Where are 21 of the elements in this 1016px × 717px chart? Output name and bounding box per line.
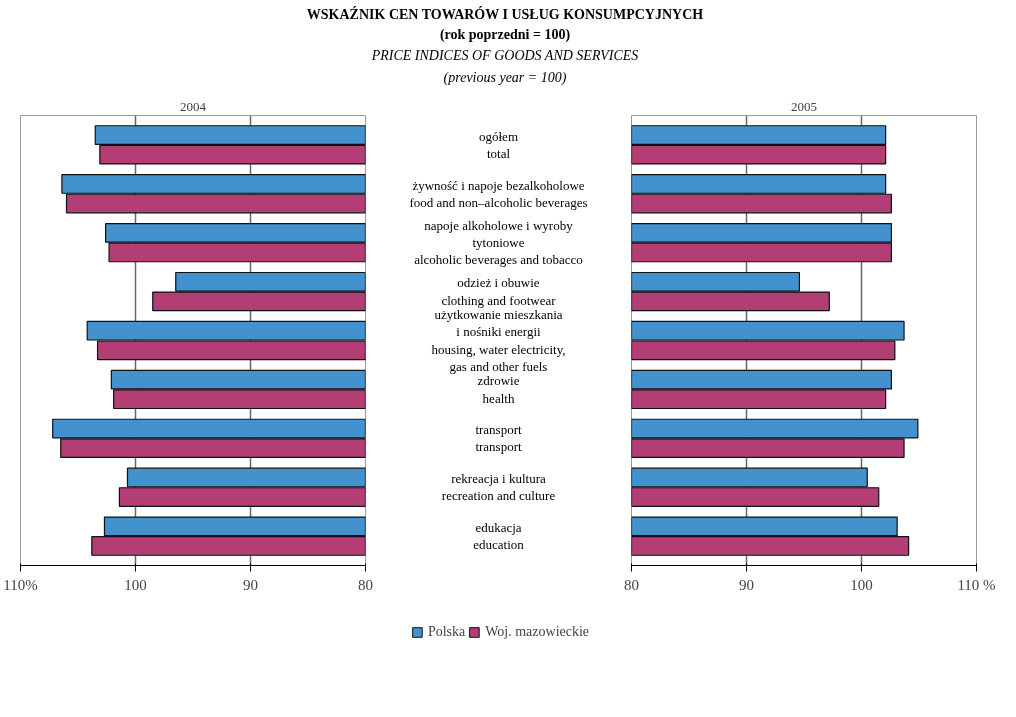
y-tick-label: transport transport <box>475 422 522 455</box>
x-tick-label: 80 <box>358 576 373 593</box>
text: 2005 <box>791 98 817 114</box>
x-tick-label: 100 <box>850 576 873 593</box>
x-tick-label: 100 <box>124 576 147 593</box>
x-tick-label: 110 % <box>957 576 996 593</box>
y-tick-label: edukacja education <box>473 520 525 553</box>
text: PRICE INDICES OF GOODS AND SERVICES (previous year = 100) <box>370 47 640 88</box>
y-tick-label: ogółem total <box>479 128 518 161</box>
y-tick-label: żywność i napoje bezalkoholowe food and non–alcoholic beverages <box>409 177 588 210</box>
x-tick-label: 110% <box>3 576 38 593</box>
legend-label: Polska <box>427 624 466 640</box>
y-tick-label: zdrowie health <box>477 373 520 406</box>
x-tick-label: 90 <box>739 576 754 593</box>
x-tick-label: 90 <box>243 576 258 593</box>
x-tick-label: 80 <box>624 576 639 593</box>
y-tick-label: napoje alkoholowe i wyroby tytoniowe alcoholic beverages and tobacco <box>414 217 583 268</box>
legend-label: Woj. mazowieckie <box>485 624 590 640</box>
text: 2004 <box>180 98 207 114</box>
text: WSKAŹNIK CEN TOWARÓW I USŁUG KONSUMPCYJNYCH (rok poprzedni = 100) <box>305 5 705 44</box>
y-tick-label: rekreacja i kultura recreation and culture <box>441 471 556 504</box>
